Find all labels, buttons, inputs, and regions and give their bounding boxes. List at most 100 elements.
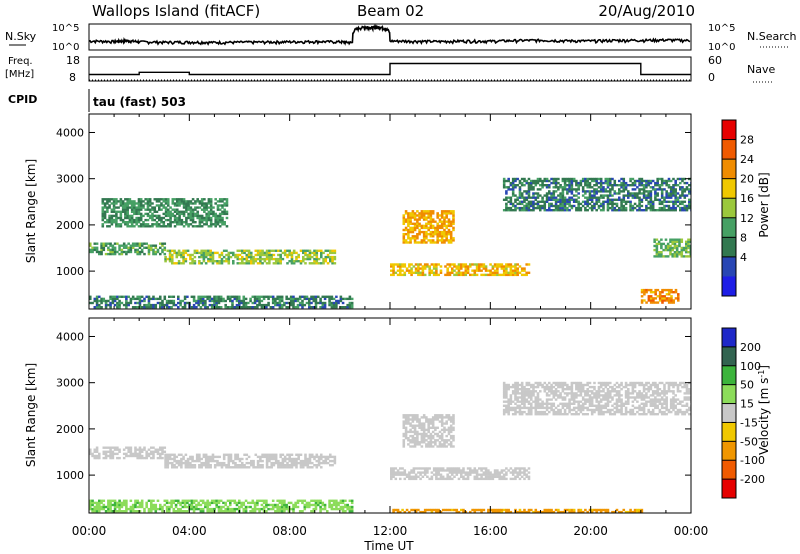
data-cell [109,454,112,458]
data-cell [427,422,430,425]
data-cell [520,177,524,181]
data-cell [588,196,592,199]
data-cell [516,383,519,387]
data-cell [431,230,435,234]
data-cell [234,253,237,257]
data-cell [317,501,320,505]
data-cell [95,250,99,254]
data-cell [270,453,273,456]
data-cell [192,499,196,502]
data-cell [570,381,574,385]
data-cell [335,499,338,502]
data-cell [511,181,515,185]
data-cell [419,473,422,476]
data-cell [425,218,428,221]
data-cell [554,206,558,210]
data-cell [108,216,111,220]
data-cell [122,250,126,254]
data-cell [308,299,311,303]
data-cell [198,457,201,461]
data-cell [161,242,164,245]
data-cell [453,269,456,272]
data-cell [622,198,626,201]
data-cell [660,177,664,181]
data-cell [128,214,132,218]
data-cell [129,297,133,301]
data-cell [534,396,538,399]
data-cell [520,402,524,405]
data-cell [173,225,177,228]
data-cell [106,221,109,224]
data-cell [256,299,259,303]
data-cell [649,209,653,212]
data-cell [242,503,246,507]
data-cell [579,179,583,183]
data-cell [115,200,118,203]
data-cell [109,306,112,309]
data-cell [431,434,435,438]
data-cell [435,469,438,472]
data-cell [563,408,567,412]
data-cell [561,204,565,208]
data-cell [129,301,133,305]
data-cell [315,455,319,459]
data-cell [505,406,508,410]
data-cell [173,218,177,222]
data-cell [156,507,160,511]
data-cell [420,212,424,215]
data-cell [577,381,580,385]
data-cell [202,461,206,465]
data-cell [183,503,187,507]
data-cell [599,202,603,206]
data-cell [550,392,553,395]
data-cell [253,295,257,298]
data-cell [401,263,404,266]
data-cell [102,450,106,453]
data-cell [140,505,144,509]
data-cell [423,263,427,266]
data-cell [101,223,105,226]
data-cell [220,251,224,255]
data-cell [518,392,522,395]
data-cell [451,267,454,270]
data-cell [253,501,257,505]
data-cell [217,510,221,513]
data-cell [651,188,655,191]
data-cell [301,501,304,505]
data-cell [602,396,605,399]
data-cell [106,200,109,203]
data-cell [665,181,668,185]
data-cell [590,206,594,210]
data-cell [527,390,531,393]
data-cell [429,443,433,446]
data-cell [171,461,174,465]
data-cell [404,226,408,230]
data-cell [109,499,112,502]
data-cell [231,299,234,303]
data-cell [471,469,474,472]
data-cell [261,453,264,456]
data-cell [134,306,137,309]
data-cell [113,246,117,249]
data-cell [159,303,162,307]
data-cell [306,255,310,259]
data-cell [638,190,641,193]
data-cell [536,202,540,206]
data-cell [202,249,206,252]
data-cell [411,235,415,238]
data-cell [683,190,687,193]
data-cell [584,402,587,405]
data-cell [329,249,332,252]
data-cell [317,499,320,502]
data-cell [550,390,553,393]
cpid-panel: CPID tau (fast) 503 [8,89,186,112]
data-cell [530,390,533,393]
data-cell [409,216,412,219]
data-cell [204,455,208,459]
data-cell [207,466,210,469]
data-cell [127,507,130,511]
data-cell [204,501,207,505]
data-cell [396,469,400,472]
data-cell [507,398,510,401]
data-cell [167,210,170,213]
